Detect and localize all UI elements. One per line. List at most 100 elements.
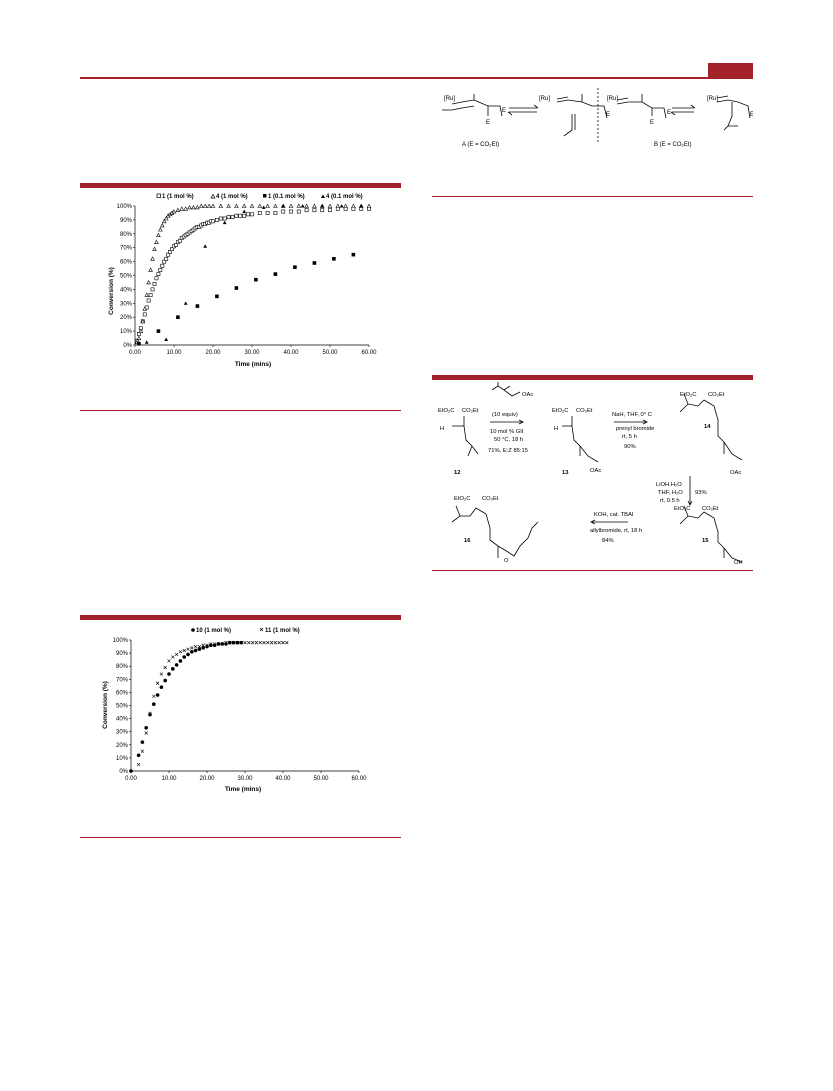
x-tick-label: 60.00 (351, 776, 367, 782)
series2-point (179, 206, 185, 211)
y-tick-label: 60% (120, 260, 133, 266)
series1-point (167, 672, 171, 676)
series2-point (285, 640, 289, 645)
step2-prenyl: prenyl bromide (616, 426, 654, 432)
series4-point (222, 220, 227, 225)
series2-point (146, 280, 151, 285)
series1-point (281, 209, 286, 214)
series1-point (226, 215, 231, 220)
legend-marker-filled-triangle (321, 194, 325, 198)
series2-point (281, 640, 285, 645)
series2-point (243, 640, 247, 645)
series3-point (195, 304, 200, 308)
series1-point (164, 256, 169, 261)
figure2-legend: 10 (1 mol %) 11 (1 mol %) (191, 627, 300, 634)
series2-point (163, 216, 169, 221)
series1-point (182, 655, 186, 659)
c14-oac: OAc (730, 470, 741, 476)
series1-point (328, 208, 332, 213)
x-tick-label: 20.00 (205, 350, 221, 356)
figure1-bottom-rule (80, 410, 401, 411)
series2-point (312, 203, 317, 208)
series2-point (247, 640, 251, 645)
series4-point (203, 244, 208, 248)
series2-point (187, 204, 192, 210)
legend-marker-cross (259, 627, 264, 632)
step4-reagent: KOH, cat. TBAI (594, 512, 634, 518)
series4-point (339, 204, 344, 208)
series2-point (212, 642, 217, 646)
series3-point (293, 265, 297, 269)
series1-point (154, 276, 159, 281)
series2-point (327, 203, 333, 208)
step2-reagent: NaH, THF, 0° C (612, 412, 652, 418)
x-tick-label: 0.00 (125, 776, 137, 782)
series1-point (205, 644, 209, 649)
series2-point (148, 267, 153, 272)
series3-point (156, 329, 161, 333)
series2-point (140, 318, 146, 324)
series2-point (269, 640, 274, 645)
series2-point (257, 203, 263, 208)
synthesis-scheme: EtO₂C CO₂Et H 12 OAc (10 equiv) 10 mol %… (438, 382, 743, 566)
y-tick-label: 20% (116, 743, 129, 749)
series1-point (168, 249, 173, 254)
series3-point (312, 261, 317, 265)
series2-point (273, 203, 278, 208)
series2-point (174, 652, 179, 657)
series1-point (174, 243, 178, 247)
scheme-ru-intermediates: [Ru] [Ru] [Ru] [Ru] E E E E E E A (E = C… (442, 88, 753, 148)
series1-point (238, 213, 243, 218)
series2-point (171, 209, 177, 214)
series2-point (178, 650, 183, 654)
series2-point (351, 203, 356, 208)
scheme-label-a: A (E = CO₂Et) (462, 142, 499, 148)
series1-point (193, 648, 198, 653)
step1-equiv: (10 equiv) (492, 412, 518, 418)
y-tick-label: 60% (116, 690, 129, 696)
figure2-y-axis-label: Conversion (%) (102, 681, 109, 729)
series2-point (234, 203, 239, 208)
series4-point (137, 341, 141, 346)
y-tick-label: 30% (116, 730, 129, 736)
c16-eto2c: EtO₂C (454, 496, 470, 502)
y-tick-label: 20% (120, 315, 133, 321)
y-tick-label: 80% (116, 664, 129, 670)
page-number-box (708, 63, 753, 77)
e-label-2: E (486, 120, 490, 126)
figure1-top-bar (80, 183, 401, 188)
c15-oh: OH (734, 560, 743, 566)
legend-marker-filled-circle (191, 628, 195, 632)
series2-point (209, 642, 213, 646)
series1-point (162, 259, 167, 264)
series1-point (197, 647, 202, 651)
series2-point (235, 640, 240, 645)
series2-point (138, 328, 144, 333)
series2-point (239, 640, 243, 645)
ru-label-1: [Ru] (444, 96, 455, 102)
series1-point (146, 298, 151, 303)
series1-point (160, 263, 165, 268)
scheme1-bottom-rule (432, 196, 753, 197)
scheme2-top-bar (432, 375, 753, 380)
y-tick-label: 30% (120, 301, 133, 307)
step3-yield: 93% (695, 490, 707, 496)
series2-point (241, 203, 247, 208)
series2-point (142, 306, 148, 311)
series2-point (155, 681, 160, 685)
c13-oac: OAc (590, 468, 601, 474)
series1-point (159, 685, 164, 689)
series2-point (231, 640, 236, 645)
series4-point (144, 340, 149, 344)
y-tick-label: 100% (117, 204, 133, 210)
header-rule (80, 77, 753, 79)
series2-point (366, 203, 372, 208)
series1-point (224, 642, 228, 646)
series1-point (218, 216, 223, 221)
series4-point (242, 209, 247, 214)
series1-point (215, 217, 219, 222)
y-tick-label: 40% (116, 717, 129, 723)
y-tick-label: 0% (119, 769, 128, 775)
series1-point (211, 219, 215, 224)
figure2-chart: 10 (1 mol %) 11 (1 mol %) 0% 10% 20% 30% 40%… (102, 627, 367, 793)
